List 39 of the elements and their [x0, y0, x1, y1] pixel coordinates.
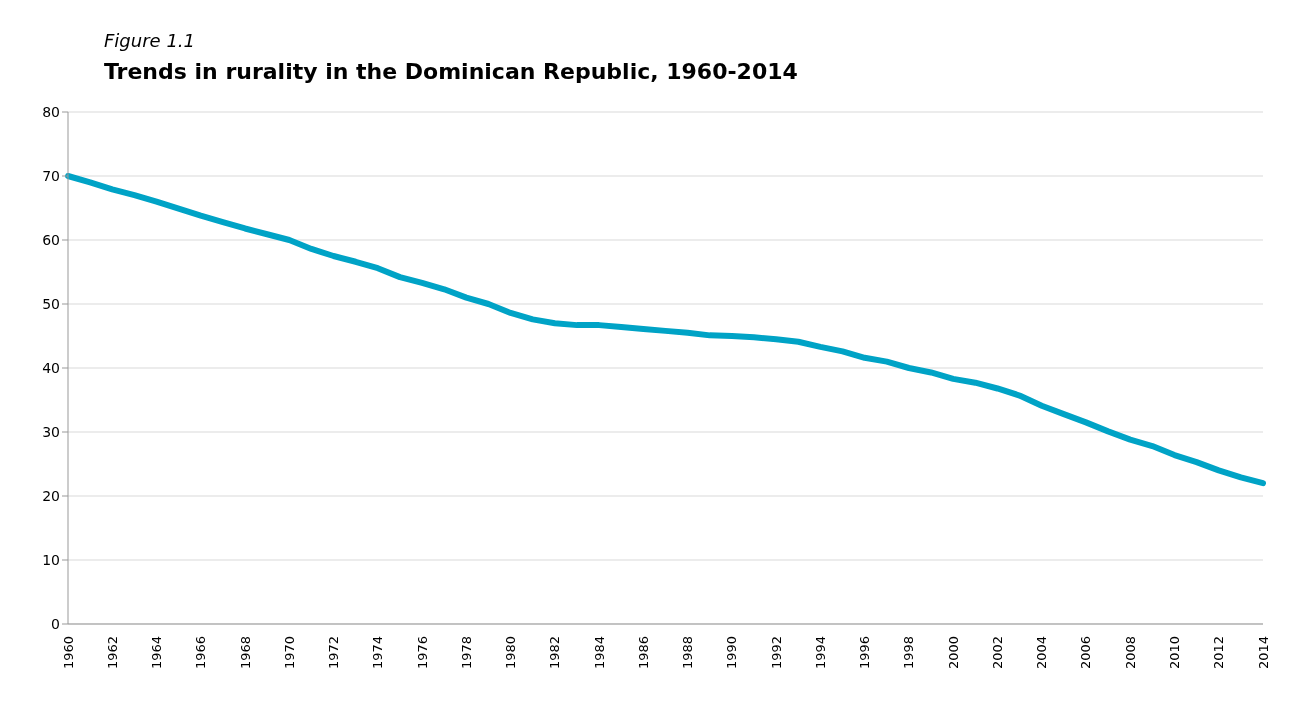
x-tick-label: 1984	[591, 636, 607, 670]
x-tick-label: 1976	[414, 636, 430, 670]
x-tick-label: 1998	[901, 636, 917, 670]
y-tick-label: 70	[42, 167, 60, 184]
x-tick-label: 1964	[149, 636, 165, 670]
x-tick-label: 1992	[768, 636, 784, 670]
x-tick-label: 1962	[104, 636, 120, 670]
chart-subtitle: Figure 1.1	[103, 29, 196, 51]
x-tick-label: 2012	[1211, 636, 1227, 670]
x-tick-label: 1990	[724, 636, 740, 670]
x-tick-label: 1960	[60, 636, 76, 670]
x-tick-label: 2010	[1166, 636, 1182, 670]
y-tick-label: 40	[42, 359, 60, 376]
y-tick-label: 10	[42, 551, 60, 568]
x-tick-label: 2014	[1255, 636, 1271, 670]
x-tick-label: 1994	[812, 636, 828, 670]
y-tick-label: 0	[51, 615, 60, 632]
x-tick-label: 1974	[370, 636, 386, 670]
y-tick-label: 30	[42, 423, 60, 440]
x-tick-label: 2008	[1122, 636, 1138, 670]
x-tick-label: 2002	[989, 636, 1005, 670]
x-tick-label: 1978	[458, 636, 474, 670]
x-tick-label: 1980	[503, 636, 519, 670]
x-tick-label: 1986	[635, 636, 651, 670]
x-tick-label: 2000	[945, 636, 961, 670]
x-tick-label: 1970	[281, 636, 297, 670]
x-tick-label: 1966	[193, 636, 209, 670]
chart-title: Trends in rurality in the Dominican Republic, 1960-2014	[103, 58, 799, 84]
x-tick-label: 1996	[857, 636, 873, 670]
y-tick-label: 80	[42, 103, 60, 120]
x-tick-label: 1968	[237, 636, 253, 670]
x-tick-label: 2006	[1078, 636, 1094, 670]
x-tick-label: 1972	[326, 636, 342, 670]
y-tick-label: 50	[42, 295, 60, 312]
y-tick-label: 60	[42, 231, 60, 248]
x-tick-label: 1988	[680, 636, 696, 670]
x-tick-label: 2004	[1034, 636, 1050, 670]
y-tick-label: 20	[42, 487, 60, 504]
x-tick-label: 1982	[547, 636, 563, 670]
